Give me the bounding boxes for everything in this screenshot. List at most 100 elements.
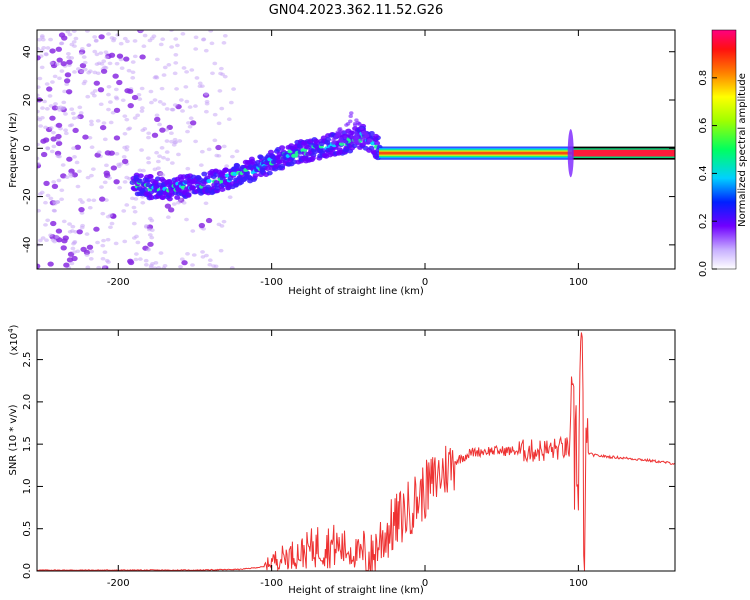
spectrogram-noise-cell (121, 158, 129, 164)
spectrogram-noise-cell (88, 119, 94, 124)
spectrogram-noise-cell (141, 44, 147, 49)
spectrogram-plume-cell (343, 135, 348, 140)
spectrogram-noise-cell (52, 239, 57, 244)
spectrogram-noise-cell (69, 229, 75, 233)
spectrogram-noise-cell (197, 84, 203, 89)
spectrogram-noise-cell (154, 57, 160, 62)
spectrogram-x-tick-label: 0 (422, 277, 428, 288)
spectrogram-noise-cell (126, 127, 131, 131)
spectrogram-noise-cell (180, 32, 186, 36)
spectrogram-plume-cell (348, 114, 353, 119)
spectrogram-noise-cell (157, 122, 162, 127)
spectrogram-noise-cell (84, 253, 90, 257)
spectrogram-noise-cell (184, 217, 189, 222)
spectrogram-noise-cell (159, 86, 165, 91)
spectrogram-noise-cell (98, 196, 106, 202)
spectrogram-noise-cell (189, 68, 195, 72)
spectrogram-noise-cell (169, 161, 175, 165)
spectrogram-noise-cell (65, 51, 71, 56)
spectrogram-noise-cell (166, 63, 172, 67)
spectrogram-noise-cell (133, 252, 139, 256)
spectrogram-noise-cell (70, 111, 76, 116)
spectrogram-track-cell (185, 193, 192, 198)
spectrogram-noise-cell (82, 134, 89, 140)
spectrogram-noise-cell (106, 84, 112, 89)
spectrogram-noise-cell (164, 139, 170, 143)
colorbar-tick-label: 0.6 (698, 118, 709, 134)
spectrogram-noise-cell (212, 61, 218, 66)
spectrogram-noise-cell (54, 235, 60, 239)
spectrogram-noise-cell (59, 69, 65, 73)
spectrogram-noise-cell (130, 70, 136, 75)
spectrogram-noise-cell (212, 112, 218, 117)
spectrogram-noise-cell (37, 55, 41, 61)
spectrogram-noise-cell (151, 132, 159, 138)
spectrogram-noise-cell (203, 92, 209, 96)
spectrogram-noise-cell (93, 38, 99, 43)
spectrogram-noise-cell (161, 102, 167, 106)
spectrogram-noise-cell (189, 120, 197, 126)
spectrogram-noise-cell (208, 30, 214, 33)
spectrogram-noise-cell (137, 257, 143, 261)
colorbar-ticks: 0.0 0.2 0.4 0.6 0.8 (698, 70, 717, 277)
spectrogram-noise-cell (178, 264, 183, 269)
spectrogram-noise-cell (137, 97, 143, 101)
spectrogram-noise-cell (71, 146, 76, 150)
spectrogram-noise-cell (221, 219, 227, 224)
snr-panel: -200 -100 0 100 0.0 0.5 1.0 1.5 2.0 2.5 Height o… (7, 324, 676, 596)
snr-x-tick-label: 0 (422, 578, 428, 589)
spectrogram-noise-cell (154, 116, 161, 122)
spectrogram-noise-cell (37, 238, 43, 243)
spectrogram-noise-cell (37, 162, 41, 166)
spectrogram-noise-cell (50, 220, 57, 227)
spectrogram-noise-cell (75, 184, 81, 189)
spectrogram-plume-cell (354, 140, 359, 145)
spectrogram-noise-cell (147, 233, 153, 237)
spectrogram-noise-cell (65, 89, 73, 95)
spectrogram-noise-cell (184, 70, 190, 74)
spectrogram-noise-cell (206, 147, 212, 152)
spectrogram-band-layer (379, 151, 573, 155)
spectrogram-track-cell (266, 170, 273, 176)
spectrogram-noise-cell (81, 55, 87, 59)
spectrogram-noise-cell (85, 30, 90, 33)
spectrogram-noise-cell (147, 241, 154, 247)
spectrogram-track-cell (368, 145, 375, 151)
spectrogram-noise-cell (193, 104, 198, 108)
spectrogram-noise-cell (49, 48, 56, 54)
spectrogram-noise-cell (164, 107, 170, 111)
spectrogram-noise-cell (43, 200, 48, 205)
spectrogram-noise-cell (132, 54, 138, 59)
spectrogram-track-cell (248, 156, 255, 162)
spectrogram-noise-cell (40, 236, 46, 240)
spectrogram-noise-cell (69, 42, 75, 47)
spectrogram-noise-cell (74, 144, 82, 150)
spectrogram-y-tick-label: 40 (22, 45, 33, 58)
spectrogram-noise-cell (162, 263, 168, 268)
spectrogram-noise-cell (187, 105, 193, 109)
spectrogram-noise-cell (135, 113, 141, 118)
snr-y-tick-label: 1.0 (22, 478, 33, 494)
spectrogram-track-cell (337, 149, 344, 155)
spectrogram-noise-cell (122, 36, 128, 41)
spectrogram-noise-cell (48, 196, 54, 201)
spectrogram-noise-cell (157, 100, 163, 104)
spectrogram-track-cell (372, 133, 379, 139)
spectrogram-noise-cell (77, 169, 82, 174)
spectrogram-noise-cell (131, 94, 139, 101)
spectrogram-noise-cell (87, 135, 93, 140)
spectrogram-noise-cell (92, 35, 98, 39)
spectrogram-noise-cell (194, 76, 200, 80)
spectrogram-noise-cell (61, 35, 68, 41)
spectrogram-noise-cell (108, 213, 113, 218)
spectrogram-noise-cell (140, 200, 146, 205)
spectrogram-noise-cell (209, 41, 215, 46)
spectrogram-noise-cell (169, 139, 174, 144)
spectrogram-noise-cell (75, 67, 81, 71)
spectrogram-track-cell (312, 149, 319, 155)
spectrogram-noise-cell (149, 100, 154, 105)
spectrogram-noise-cell (49, 115, 56, 121)
spectrogram-noise-cell (37, 93, 40, 98)
spectrogram-noise-cell (121, 209, 127, 213)
spectrogram-noise-cell (37, 46, 41, 51)
